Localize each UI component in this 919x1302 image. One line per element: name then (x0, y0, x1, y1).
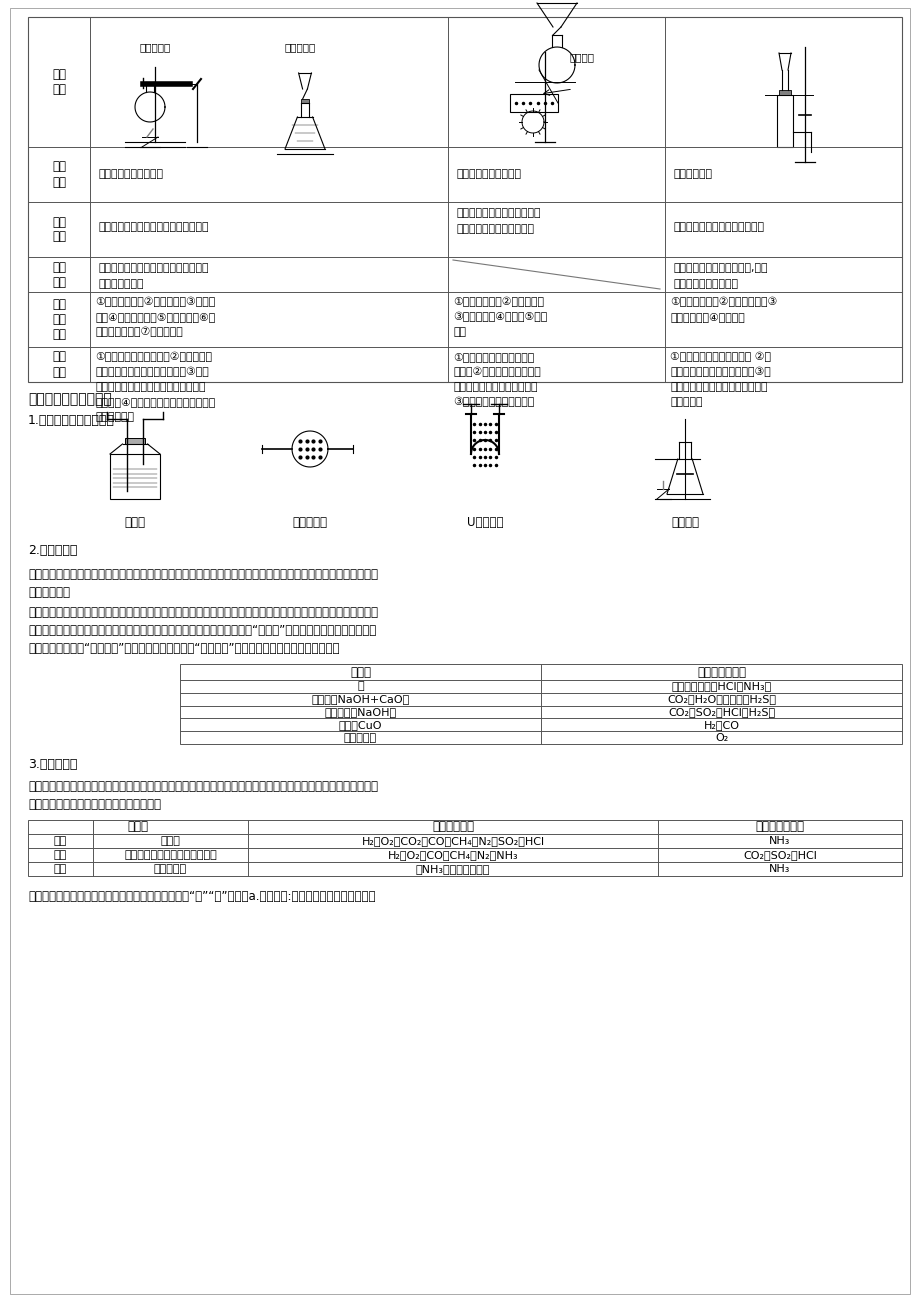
Text: 管；④点燃酒精灯；⑤收集气体；⑥将: 管；④点燃酒精灯；⑤收集气体；⑥将 (95, 312, 215, 322)
Text: ③不能用浓盐酸来制取氢气: ③不能用浓盐酸来制取氢气 (452, 397, 534, 408)
Text: 收集
方法: 收集 方法 (52, 160, 66, 189)
Text: ③固定试管；④验纯；⑤收集: ③固定试管；④验纯；⑤收集 (452, 312, 547, 323)
Text: 加热装置: 加热装置 (670, 516, 698, 529)
Text: 点燃，罩干冷小烧杯，产生淡: 点燃，罩干冷小烧杯，产生淡 (456, 208, 540, 217)
Text: CO₂、H₂O（气体）、H₂S等: CO₂、H₂O（气体）、H₂S等 (666, 694, 775, 704)
Text: ①检查气密性；②装入药品；③固定试: ①检查气密性；②装入药品；③固定试 (95, 297, 215, 307)
Text: ①试管口应略向下倾斜；②用加热高锰: ①试管口应略向下倾斜；②用加热高锰 (95, 352, 211, 362)
Bar (125, 437, 145, 444)
Text: 多孔隔板: 多孔隔板 (570, 52, 595, 62)
Text: ①检查气密性；②装入药品；: ①检查气密性；②装入药品； (452, 297, 543, 307)
Bar (110, 454, 160, 499)
Text: 以下；②用向下排空气法收集: 以下；②用向下排空气法收集 (452, 367, 540, 378)
Text: 生石灰、碱石灰、固体氢氧化钠: 生石灰、碱石灰、固体氢氧化钠 (124, 850, 217, 861)
Text: 检验
方法: 检验 方法 (52, 216, 66, 243)
Text: 固液常温型: 固液常温型 (284, 42, 315, 52)
Text: 立即熄灭，证明已集满: 立即熄灭，证明已集满 (673, 279, 737, 289)
Text: H₂、O₂、CO₂、CO、CH₄、N₂、SO₂、HCl: H₂、O₂、CO₂、CO、CH₄、N₂、SO₂、HCl (361, 836, 544, 846)
Text: 强碱溶液（NaOH）: 强碱溶液（NaOH） (324, 707, 396, 717)
Bar (180, 664, 901, 743)
Text: ①长颈漏斗末端应伸入液面: ①长颈漏斗末端应伸入液面 (452, 352, 534, 362)
Bar (509, 94, 558, 112)
Text: 洗气瓶: 洗气瓶 (124, 516, 145, 529)
Text: 排水法或向下排空气法: 排水法或向下排空气法 (456, 169, 520, 180)
Text: 注意
事项: 注意 事项 (52, 350, 66, 379)
Text: 球形干燥管: 球形干燥管 (292, 516, 327, 529)
Text: 【温馨提示】有关气体的制取、检验和净化实验中的“先”“后”顺序；a.组装仪器:一般按从左到右，从下到上: 【温馨提示】有关气体的制取、检验和净化实验中的“先”“后”顺序；a.组装仪器:一… (28, 891, 375, 904)
Text: 用燃着的木条伸到集气瓶口,木条: 用燃着的木条伸到集气瓶口,木条 (673, 263, 766, 273)
Bar (777, 95, 792, 147)
Text: 实验
装置: 实验 装置 (52, 68, 66, 96)
Text: 3.气体的干燥: 3.气体的干燥 (28, 758, 77, 771)
Text: NH₃: NH₃ (768, 865, 789, 874)
Text: ①不能用稀硫酸代替稀盐酸 ②长: ①不能用稀硫酸代替稀盐酸 ②长 (669, 352, 770, 362)
Text: 碱性: 碱性 (54, 850, 67, 861)
Bar (28, 820, 901, 876)
Text: 再熄灭酒精灯: 再熄灭酒精灯 (95, 411, 134, 422)
Text: 的纯净气体。: 的纯净气体。 (28, 586, 70, 599)
Text: 时，导管应接近集气瓶底部；: 时，导管应接近集气瓶底部； (452, 381, 537, 392)
Text: CO₂、SO₂、HCl、H₂S等: CO₂、SO₂、HCl、H₂S等 (667, 707, 774, 717)
Text: 干燥剂: 干燥剂 (128, 820, 148, 833)
Text: 将带火星的木条伸入容器内，木条复燃: 将带火星的木条伸入容器内，木条复燃 (98, 223, 209, 233)
Text: 2.气体的净化: 2.气体的净化 (28, 544, 77, 557)
Text: 可收集；④排水法收集后，先移出导管，: 可收集；④排水法收集后，先移出导管， (95, 397, 215, 408)
Text: 排水法或向上排空气法: 排水法或向上排空气法 (98, 169, 163, 180)
Text: 集气瓶底部: 集气瓶底部 (669, 397, 702, 408)
Text: 除NH₃以外的所有气体: 除NH₃以外的所有气体 (415, 865, 490, 874)
Bar (301, 99, 308, 103)
Text: 灼热的CuO: 灼热的CuO (338, 720, 381, 730)
Text: 固固加热型: 固固加热型 (139, 42, 170, 52)
Text: 选择气体吸收剂的原则是所选吸收剂只吸收气体中的杂质，而与被提纯物质不反应，也不产生新的杂质。多种气体: 选择气体吸收剂的原则是所选吸收剂只吸收气体中的杂质，而与被提纯物质不反应，也不产… (28, 605, 378, 618)
Text: H₂、CO: H₂、CO (703, 720, 739, 730)
Bar (28, 17, 901, 381)
Text: 将带火星的木条伸到集气瓶口，木条复: 将带火星的木条伸到集气瓶口，木条复 (98, 263, 209, 273)
Text: 实验
操作
步骤: 实验 操作 步骤 (52, 298, 66, 341)
Text: 加入稀盐酸；④收集气体: 加入稀盐酸；④收集气体 (669, 312, 744, 322)
Text: 水: 水 (357, 681, 363, 691)
Text: 的名称，还要注意“长进短出”的原则，球形干燥管要“大进小出”。常见气体杂质的吸收剂见下表：: 的名称，还要注意“长进短出”的原则，球形干燥管要“大进小出”。常见气体杂质的吸收… (28, 642, 339, 655)
Text: 灼热的铜网: 灼热的铜网 (344, 733, 377, 742)
Text: O₂: O₂ (714, 733, 727, 742)
Text: 杂质共存时，要注意试剂的选择和除杂顺序，一般水蒸气最后除去。选择“洗气瓶”等吸收装置，不仅要注意药品: 杂质共存时，要注意试剂的选择和除杂顺序，一般水蒸气最后除去。选择“洗气瓶”等吸收… (28, 624, 376, 637)
Text: U形干燥管: U形干燥管 (466, 516, 503, 529)
Text: 验满
方法: 验满 方法 (52, 260, 66, 289)
Text: NH₃: NH₃ (768, 836, 789, 846)
Text: 选用干燥剂应根据气体的性质和干燥剂的性质来确定，其原则是干燥剂只能吸收气体中的水分，而不能与待干燥的: 选用干燥剂应根据气体的性质和干燥剂的性质来确定，其原则是干燥剂只能吸收气体中的水… (28, 780, 378, 793)
Text: 通入澄清石灰水，石灰水变浑浊: 通入澄清石灰水，石灰水变浑浊 (673, 223, 763, 233)
Text: H₂、O₂、CO、CH₄、N₂、NH₃: H₂、O₂、CO、CH₄、N₂、NH₃ (387, 850, 517, 861)
Text: 碱石灰（NaOH+CaO）: 碱石灰（NaOH+CaO） (311, 694, 409, 704)
Text: 中性: 中性 (54, 865, 67, 874)
Text: 1.气体净化和干燥的装置: 1.气体净化和干燥的装置 (28, 414, 115, 427)
Text: 颈漏斗末端应伸入液面以下；③用: 颈漏斗末端应伸入液面以下；③用 (669, 367, 770, 378)
Bar (778, 90, 790, 95)
Text: 吸收剂: 吸收剂 (349, 665, 370, 678)
Text: 不能干燥的气体: 不能干燥的气体 (754, 820, 803, 833)
Text: 二、气体的净化与干燥: 二、气体的净化与干燥 (28, 392, 111, 406)
Text: 向上排空气法: 向上排空气法 (673, 169, 711, 180)
Text: 酸钾法时试管口应塞一团棉花；③排水: 酸钾法时试管口应塞一团棉花；③排水 (95, 367, 209, 378)
Text: 导管移出水槽；⑦熄灭酒精灯: 导管移出水槽；⑦熄灭酒精灯 (95, 327, 183, 337)
Text: 气体反应，常见气体的干燥剂选择见下表：: 气体反应，常见气体的干燥剂选择见下表： (28, 798, 161, 811)
Text: 无水氯化钙: 无水氯化钙 (153, 865, 187, 874)
Text: 可干燥的气体: 可干燥的气体 (432, 820, 473, 833)
Text: 浓硫酸: 浓硫酸 (161, 836, 180, 846)
Text: CO₂、SO₂、HCl: CO₂、SO₂、HCl (743, 850, 816, 861)
Text: 易溶性气体，如HCl、NH₃等: 易溶性气体，如HCl、NH₃等 (671, 681, 771, 691)
Text: 法收集时，当气泡连续、均匀冒出时才: 法收集时，当气泡连续、均匀冒出时才 (95, 381, 205, 392)
Text: ①检查气密性；②加入石灰石；③: ①检查气密性；②加入石灰石；③ (669, 297, 777, 307)
Text: 吸收的气体杂质: 吸收的气体杂质 (697, 665, 745, 678)
Text: 燃，证明已集满: 燃，证明已集满 (98, 279, 143, 289)
Text: 酸性: 酸性 (54, 836, 67, 846)
Text: 向上排空气法收集时，导管应接近: 向上排空气法收集时，导管应接近 (669, 381, 766, 392)
Text: 蓝色火焰；烧杯内壁有水珠: 蓝色火焰；烧杯内壁有水珠 (456, 224, 533, 234)
Text: 气体: 气体 (452, 327, 466, 337)
Text: 在实验室制备的各种气体中，常含有少量的酸雾、水蒸气和其他气体杂质，须经过干燥与净化才能得到实验所需要: 在实验室制备的各种气体中，常含有少量的酸雾、水蒸气和其他气体杂质，须经过干燥与净… (28, 568, 378, 581)
